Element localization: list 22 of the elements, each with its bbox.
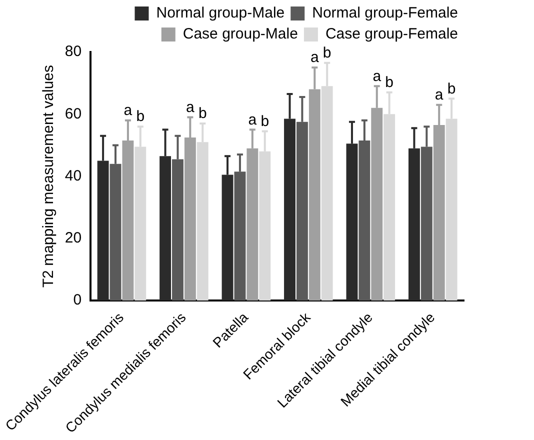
annotation: a (124, 102, 133, 119)
annotation: a (434, 86, 444, 104)
annotation: a (310, 49, 320, 66)
y-axis-title: T2 mapping measurement values (40, 64, 58, 288)
y-tick-label: 60 (64, 105, 82, 122)
y-tick-label: 20 (64, 230, 82, 247)
y-tick-label: 80 (64, 43, 82, 60)
annotation: b (447, 80, 456, 98)
legend-label: Normal group-Female (312, 4, 458, 22)
annotation: a (372, 68, 382, 85)
annotation: b (385, 74, 394, 92)
annotation: b (260, 112, 270, 130)
annotation: a (248, 111, 258, 128)
annotation: a (186, 98, 196, 116)
annotation: b (136, 108, 145, 126)
y-tick-label: 40 (64, 167, 82, 184)
annotation: b (198, 105, 207, 122)
legend-label: Case group-Female (325, 26, 458, 43)
legend-label: Normal group-Male (156, 4, 285, 22)
legend-label: Case group-Male (182, 26, 298, 43)
y-tick-label: 0 (73, 292, 82, 309)
annotation: b (322, 44, 332, 62)
